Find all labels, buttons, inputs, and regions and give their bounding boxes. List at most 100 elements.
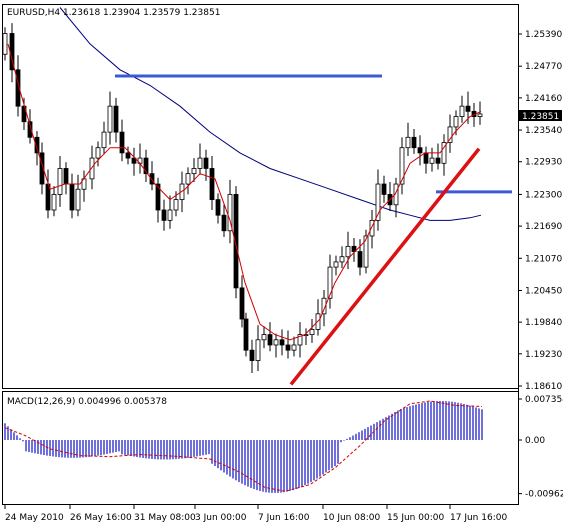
candle-bull xyxy=(327,266,333,299)
candle-bear xyxy=(233,194,239,289)
candle-bull xyxy=(477,113,483,117)
candle-bear xyxy=(221,214,227,232)
candle-bull xyxy=(227,194,233,232)
candle-bear xyxy=(161,209,167,221)
candle-bear xyxy=(113,105,119,133)
candle-bull xyxy=(57,168,63,195)
candle-bull xyxy=(339,256,345,263)
candle-bear xyxy=(357,251,363,268)
price-tick-label: 1.23540 xyxy=(525,126,562,136)
candle-bear xyxy=(215,199,221,216)
candle-bull xyxy=(405,136,411,149)
candle-bull xyxy=(197,157,203,169)
candle-bear xyxy=(243,318,249,351)
candle-bear xyxy=(39,152,45,185)
candle-bull xyxy=(95,147,101,159)
candle-bull xyxy=(345,245,351,258)
macd-tick-label: 0.007354 xyxy=(525,395,563,405)
candle-bear xyxy=(411,136,417,149)
candle-bear xyxy=(155,183,161,211)
candle-bear xyxy=(149,173,155,185)
price-tick-label: 1.21690 xyxy=(525,222,562,232)
macd-signal-line xyxy=(4,400,483,492)
candle-bull xyxy=(75,188,81,211)
slow-moving-average xyxy=(59,7,482,221)
candle-bear xyxy=(143,157,149,175)
candle-bull xyxy=(255,339,261,361)
price-tick-label: 1.22930 xyxy=(525,158,562,168)
time-label: 24 May 2010 xyxy=(5,513,64,523)
current-price-marker xyxy=(519,110,562,121)
candle-bear xyxy=(15,69,21,107)
time-axis: 24 May 2010 26 May 16:00 31 May 08:00 3 Jun… xyxy=(4,505,507,523)
candlesticks xyxy=(2,23,483,374)
candle-bull xyxy=(321,297,327,315)
macd-tick-label: -0.00962 xyxy=(525,490,563,500)
time-label: 31 May 08:00 xyxy=(134,513,196,523)
candle-bear xyxy=(381,183,387,195)
candle-bear xyxy=(34,136,40,154)
price-tick-label: 1.19230 xyxy=(525,350,562,360)
candle-bear xyxy=(351,245,357,252)
candle-bear xyxy=(435,157,441,164)
candle-bull xyxy=(273,339,279,346)
candle-bear xyxy=(285,344,291,351)
candle-bear xyxy=(125,152,131,159)
candle-bear xyxy=(465,105,471,112)
current-price-label: 1.23851 xyxy=(522,112,559,122)
candle-bull xyxy=(101,131,107,149)
price-tick-label: 1.22300 xyxy=(525,190,562,200)
candle-bull xyxy=(191,168,197,175)
price-axis: 1.25390 1.24770 1.24160 1.23540 1.22930 1.223… xyxy=(518,30,562,392)
candle-bull xyxy=(375,183,381,221)
candle-bull xyxy=(393,183,399,206)
time-label: 3 Jun 00:00 xyxy=(195,513,247,523)
candle-bull xyxy=(261,334,267,341)
time-label: 10 Jun 08:00 xyxy=(323,513,380,523)
time-label: 26 May 16:00 xyxy=(70,513,132,523)
drawn-objects[interactable] xyxy=(115,74,512,386)
candle-bear xyxy=(417,147,423,154)
time-label: 17 Jun 16:00 xyxy=(450,513,507,523)
macd-histogram: 0.007354 0.00 -0.00962 xyxy=(4,395,563,500)
slow-ma-line xyxy=(59,7,482,221)
candle-bear xyxy=(63,168,69,185)
candle-bear xyxy=(203,157,209,169)
trendline[interactable] xyxy=(289,147,481,386)
candle-bull xyxy=(309,329,315,336)
time-label: 15 Jun 00:00 xyxy=(387,513,444,523)
candle-bear xyxy=(267,334,273,346)
price-tick-label: 1.21070 xyxy=(525,254,562,264)
macd-tick-label: 0.00 xyxy=(525,436,545,446)
candle-bear xyxy=(119,131,125,154)
candle-bear xyxy=(209,168,215,201)
candle-bull xyxy=(107,105,113,133)
price-tick-label: 1.19840 xyxy=(525,318,562,328)
candle-bear xyxy=(27,121,33,138)
fast-ma-line xyxy=(7,43,482,341)
price-tick-label: 1.24770 xyxy=(525,62,562,72)
candle-bear xyxy=(249,349,255,361)
candle-bull xyxy=(297,334,303,346)
candle-bull xyxy=(369,219,375,237)
candle-bull xyxy=(453,116,459,128)
candle-bull xyxy=(333,261,339,268)
candle-bear xyxy=(239,287,245,320)
macd-title: MACD(12,26,9) 0.004996 0.005378 xyxy=(7,397,167,407)
candle-bull xyxy=(447,126,453,143)
candle-bear xyxy=(423,152,429,164)
candle-bull xyxy=(291,344,297,351)
candle-bull xyxy=(51,194,57,211)
price-tick-label: 1.18610 xyxy=(525,382,562,392)
fast-moving-average xyxy=(7,43,482,341)
candle-bear xyxy=(69,183,75,211)
candle-bull xyxy=(363,235,369,268)
price-tick-label: 1.25390 xyxy=(525,30,562,40)
time-label: 7 Jun 16:00 xyxy=(258,513,310,523)
candle-bear xyxy=(279,339,285,346)
candle-bull xyxy=(459,105,465,117)
candle-bull xyxy=(399,147,405,185)
candle-bear xyxy=(131,157,137,164)
